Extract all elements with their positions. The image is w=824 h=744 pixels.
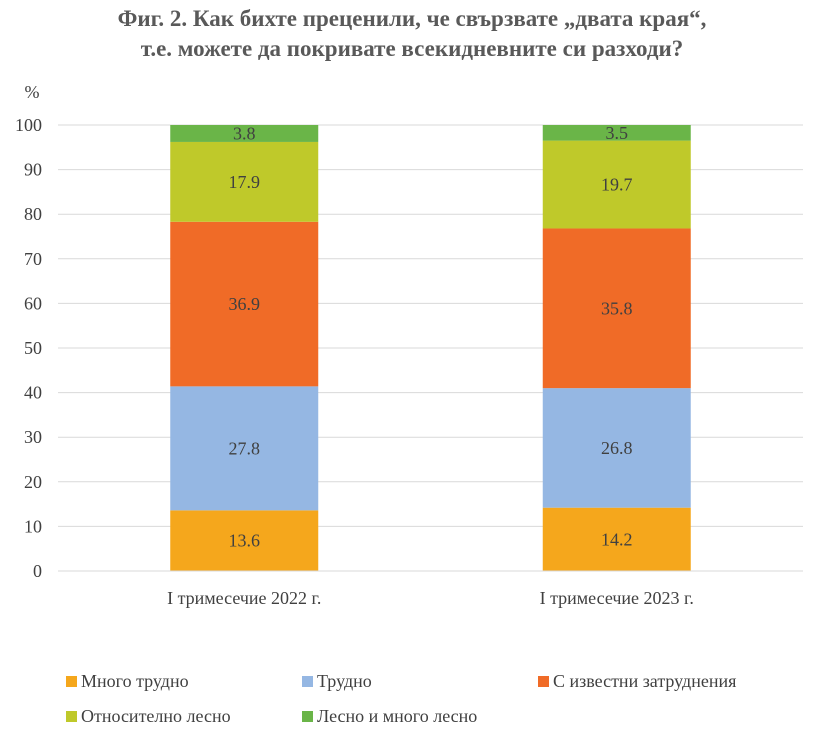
legend-item: С известни затруднения	[538, 671, 736, 692]
title-line-2: т.е. можете да покривате всекидневните с…	[140, 36, 684, 61]
legend-swatch	[66, 676, 77, 687]
data-label: 27.8	[229, 438, 261, 458]
y-tick-label: 90	[24, 160, 42, 180]
data-label: 3.5	[606, 123, 629, 143]
bar-segment	[170, 125, 319, 142]
y-tick-label: 100	[15, 115, 42, 135]
bar-segment	[542, 388, 691, 508]
y-tick-label: 20	[24, 472, 42, 492]
title-line-1: Фиг. 2. Как бихте преценили, че свързват…	[117, 6, 707, 31]
legend-item: Лесно и много лесно	[302, 706, 477, 727]
legend-label: Много трудно	[81, 671, 189, 691]
legend-label: С известни затруднения	[553, 671, 737, 691]
y-tick-label: 0	[33, 561, 42, 581]
legend-label: Лесно и много лесно	[317, 706, 478, 726]
y-tick-label: 50	[24, 338, 42, 358]
bar-segment	[170, 221, 319, 387]
legend-swatch	[66, 711, 77, 722]
chart-title: Фиг. 2. Как бихте преценили, че свързват…	[0, 4, 824, 64]
data-label: 3.8	[233, 123, 256, 143]
y-tick-label: 40	[24, 383, 42, 403]
data-label: 26.8	[601, 438, 633, 458]
plot-area: 0 10 20 30 40 50 60 70 80 90 100% 13.6 27.8 36.9 17.9 3…	[15, 82, 803, 608]
bar-segment	[542, 228, 691, 389]
y-tick-label: 10	[24, 516, 42, 536]
bar-segment	[170, 386, 319, 511]
y-tick-label: 70	[24, 249, 42, 269]
data-label: 17.9	[229, 172, 261, 192]
y-tick-label: 80	[24, 204, 42, 224]
bar-segment	[170, 141, 319, 222]
legend-swatch	[538, 676, 549, 687]
legend-swatch	[302, 711, 313, 722]
legend-label: Относително лесно	[81, 706, 231, 726]
x-tick-label: I тримесечие 2022 г.	[167, 588, 321, 608]
data-label: 19.7	[601, 175, 633, 195]
bar-segment	[170, 510, 319, 571]
data-label: 14.2	[601, 529, 633, 549]
data-label: 35.8	[601, 298, 633, 318]
legend-swatch	[302, 676, 313, 687]
legend-item: Трудно	[302, 671, 372, 692]
y-tick-label: 30	[24, 427, 42, 447]
bar-segment	[542, 125, 691, 141]
x-tick-label: I тримесечие 2023 г.	[540, 588, 694, 608]
data-label: 36.9	[229, 294, 261, 314]
data-label: 13.6	[229, 531, 261, 551]
y-tick-label: 60	[24, 293, 42, 313]
bar-segment	[542, 140, 691, 229]
y-axis-label: %	[25, 82, 40, 102]
legend-item: Много трудно	[66, 671, 189, 692]
bar-segment	[542, 507, 691, 571]
legend-item: Относително лесно	[66, 706, 231, 727]
legend-label: Трудно	[317, 671, 372, 691]
